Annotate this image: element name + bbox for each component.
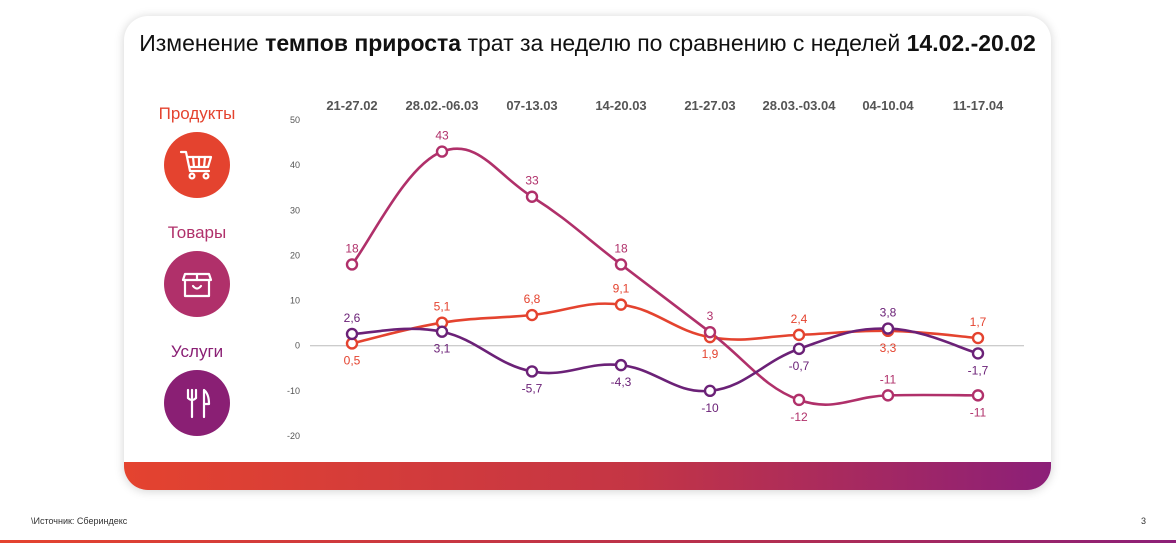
category-products-label: Продукты bbox=[158, 104, 236, 123]
data-label: 1,9 bbox=[702, 347, 719, 361]
data-point bbox=[792, 328, 806, 342]
y-tick-label: 40 bbox=[290, 160, 300, 170]
data-point bbox=[703, 384, 717, 398]
data-label: 3,3 bbox=[880, 341, 897, 355]
data-label: 1,7 bbox=[970, 315, 987, 329]
data-label: 3 bbox=[707, 309, 714, 323]
data-label: -12 bbox=[790, 410, 808, 424]
data-label: 5,1 bbox=[434, 300, 451, 314]
data-label: 3,8 bbox=[880, 306, 897, 320]
page-number: 3 bbox=[1141, 516, 1147, 526]
data-label: 0,5 bbox=[344, 353, 361, 367]
y-tick-label: -20 bbox=[287, 431, 300, 441]
data-point bbox=[792, 342, 806, 356]
data-point bbox=[792, 393, 806, 407]
data-point bbox=[525, 365, 539, 378]
chart-card: Изменение темпов прироста трат за неделю… bbox=[124, 16, 1051, 490]
box-icon bbox=[164, 251, 230, 317]
data-point bbox=[703, 325, 717, 339]
page-title: Изменение темпов прироста трат за неделю… bbox=[139, 30, 1036, 56]
category-services-label: Услуги bbox=[170, 342, 224, 361]
y-tick-label: 30 bbox=[290, 205, 300, 215]
data-point bbox=[525, 190, 539, 203]
x-category-label: 28.03.-03.04 bbox=[762, 98, 836, 113]
data-point bbox=[525, 308, 539, 322]
bottom-divider bbox=[0, 540, 1176, 543]
category-services: Услуги bbox=[127, 342, 267, 436]
x-category-label: 14-20.03 bbox=[595, 98, 646, 113]
x-category-label: 04-10.04 bbox=[862, 98, 914, 113]
card-gradient-bar bbox=[124, 462, 1051, 490]
cart-icon bbox=[164, 132, 230, 198]
data-point bbox=[345, 258, 359, 271]
data-label: 33 bbox=[525, 174, 539, 188]
data-point bbox=[345, 327, 359, 341]
series-line bbox=[350, 147, 979, 406]
x-category-label: 07-13.03 bbox=[506, 98, 557, 113]
data-point bbox=[614, 258, 628, 271]
y-tick-label: 50 bbox=[290, 115, 300, 125]
category-goods-label: Товары bbox=[167, 223, 227, 242]
data-label: -5,7 bbox=[522, 381, 543, 395]
data-point bbox=[435, 325, 449, 338]
data-label: -11 bbox=[970, 405, 987, 419]
data-point bbox=[881, 322, 895, 335]
data-label: -11 bbox=[880, 372, 897, 386]
data-label: 18 bbox=[345, 241, 359, 255]
data-label: 2,6 bbox=[344, 311, 361, 325]
category-goods: Товары bbox=[127, 223, 267, 317]
data-point bbox=[881, 389, 895, 402]
data-label: -10 bbox=[701, 401, 719, 415]
x-category-label: 11-17.04 bbox=[953, 98, 1004, 113]
x-category-label: 21-27.03 bbox=[684, 98, 735, 113]
category-products: Продукты bbox=[127, 104, 267, 198]
y-tick-label: 10 bbox=[290, 296, 300, 306]
data-label: 9,1 bbox=[613, 282, 630, 296]
data-label: -4,3 bbox=[611, 375, 632, 389]
x-category-label: 21-27.02 bbox=[326, 98, 377, 113]
data-point bbox=[971, 347, 985, 360]
data-point bbox=[435, 145, 449, 158]
series-line bbox=[351, 327, 979, 393]
series-line bbox=[351, 302, 979, 345]
fork-knife-icon bbox=[164, 370, 230, 436]
data-point bbox=[614, 298, 628, 311]
y-tick-label: 20 bbox=[290, 250, 300, 260]
data-label: -0,7 bbox=[789, 359, 810, 373]
data-point bbox=[614, 358, 628, 372]
data-point bbox=[971, 331, 985, 345]
x-category-label: 28.02.-06.03 bbox=[405, 98, 478, 113]
source-note: \Источник: Сбериндекс bbox=[31, 516, 128, 526]
data-point bbox=[971, 389, 985, 402]
data-label: 2,4 bbox=[791, 312, 808, 326]
data-label: -1,7 bbox=[968, 363, 989, 377]
y-tick-label: -10 bbox=[287, 386, 300, 396]
data-label: 6,8 bbox=[524, 292, 541, 306]
y-tick-label: 0 bbox=[295, 341, 300, 351]
data-label: 3,1 bbox=[434, 342, 451, 356]
data-label: 43 bbox=[435, 129, 449, 143]
data-label: 18 bbox=[614, 241, 628, 255]
